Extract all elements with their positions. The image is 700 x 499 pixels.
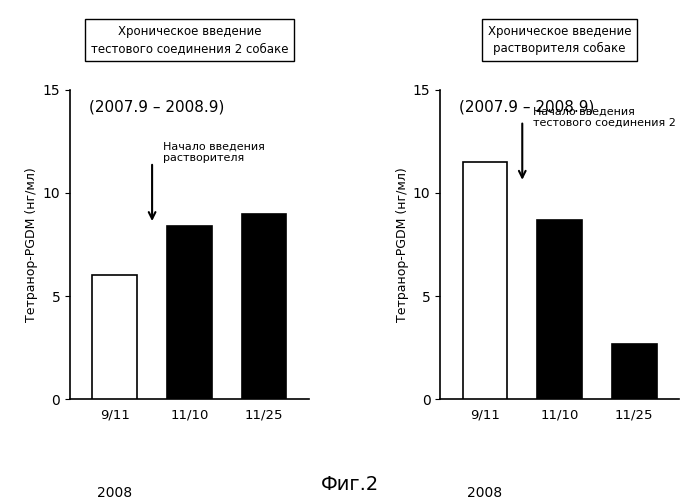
Text: Хроническое введение
растворителя собаке: Хроническое введение растворителя собаке bbox=[488, 25, 631, 55]
Bar bbox=[612, 343, 657, 399]
Text: 2008: 2008 bbox=[97, 486, 132, 499]
Y-axis label: Тетранор-PGDM (нг/мл): Тетранор-PGDM (нг/мл) bbox=[395, 167, 409, 322]
Text: (2007.9 – 2008.9): (2007.9 – 2008.9) bbox=[89, 99, 225, 114]
Bar bbox=[167, 226, 212, 399]
Text: Фиг.2: Фиг.2 bbox=[321, 475, 379, 494]
Text: Начало введения
растворителя: Начало введения растворителя bbox=[163, 141, 265, 163]
Y-axis label: Тетранор-PGDM (нг/мл): Тетранор-PGDM (нг/мл) bbox=[25, 167, 38, 322]
Bar bbox=[241, 214, 286, 399]
Bar bbox=[463, 162, 508, 399]
Bar bbox=[92, 275, 137, 399]
Text: Хроническое введение
тестового соединения 2 собаке: Хроническое введение тестового соединени… bbox=[91, 25, 288, 55]
Text: (2007.9 – 2008.9): (2007.9 – 2008.9) bbox=[459, 99, 595, 114]
Text: 2008: 2008 bbox=[468, 486, 503, 499]
Text: Начало введения
тестового соединения 2: Начало введения тестового соединения 2 bbox=[533, 106, 676, 128]
Bar bbox=[537, 220, 582, 399]
